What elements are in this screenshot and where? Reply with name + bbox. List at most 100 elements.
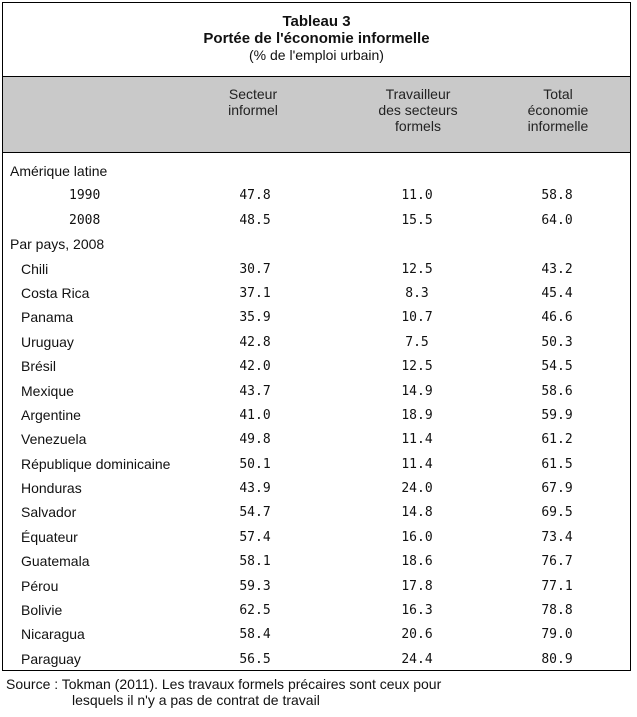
value-cell-v1: 54.7 xyxy=(239,505,271,521)
value-cell-v3: 46.6 xyxy=(541,310,573,326)
source-line-1: Source : Tokman (2011). Les travaux form… xyxy=(6,676,442,692)
value-cell-v1: 56.5 xyxy=(239,651,271,667)
row-label: Argentine xyxy=(21,406,81,423)
row-label: Chili xyxy=(21,260,49,277)
value-cell-v2: 12.5 xyxy=(401,359,433,375)
table-row: Salvador 54.7 14.8 69.5 xyxy=(3,500,630,524)
value-cell-v3: 67.9 xyxy=(541,481,573,497)
table-row: Bolivie 62.5 16.3 78.8 xyxy=(3,598,630,622)
row-label: 2008 xyxy=(69,212,101,228)
value-cell-v3: 64.0 xyxy=(541,212,573,228)
column-header-line: informelle xyxy=(527,118,589,134)
table-row: République dominicaine 50.1 11.4 61.5 xyxy=(3,452,630,476)
row-label: 1990 xyxy=(69,188,101,204)
column-header-travailleur-formels: Travailleur des secteurs formels xyxy=(348,86,488,134)
row-label: Nicaragua xyxy=(21,626,85,643)
value-cell-v3: 54.5 xyxy=(541,359,573,375)
value-cell-v1: 59.3 xyxy=(239,578,271,594)
table-row: Argentine 41.0 18.9 59.9 xyxy=(3,403,630,427)
value-cell-v2: 11.0 xyxy=(401,188,433,204)
row-label: Salvador xyxy=(21,504,77,521)
value-cell-v3: 58.8 xyxy=(541,188,573,204)
value-cell-v1: 50.1 xyxy=(239,456,271,472)
column-header-total: Total économie informelle xyxy=(503,86,613,134)
group-header-row: Amérique latine xyxy=(3,159,630,183)
table-row: Honduras 43.9 24.0 67.9 xyxy=(3,476,630,500)
column-header-line: Total xyxy=(543,86,573,102)
row-label: Mexique xyxy=(21,382,74,399)
value-cell-v2: 15.5 xyxy=(401,212,433,228)
value-cell-v2: 12.5 xyxy=(401,261,433,277)
value-cell-v1: 49.8 xyxy=(239,432,271,448)
row-label: Équateur xyxy=(21,528,78,545)
value-cell-v1: 57.4 xyxy=(239,529,271,545)
source-line-2: lesquels il n'y a pas de contrat de trav… xyxy=(72,692,320,708)
row-label: Honduras xyxy=(21,480,82,497)
source-note: Source : Tokman (2011). Les travaux form… xyxy=(6,676,606,708)
row-label: Uruguay xyxy=(21,333,74,350)
value-cell-v1: 47.8 xyxy=(239,188,271,204)
column-header-line: des secteurs xyxy=(378,102,458,118)
value-cell-v2: 8.3 xyxy=(405,285,429,301)
column-header-line: Secteur xyxy=(228,86,278,102)
value-cell-v3: 61.5 xyxy=(541,456,573,472)
value-cell-v2: 16.0 xyxy=(401,529,433,545)
value-cell-v3: 58.6 xyxy=(541,383,573,399)
value-cell-v1: 58.1 xyxy=(239,554,271,570)
table-row: 1990 47.8 11.0 58.8 xyxy=(3,183,630,207)
table-row: Panama 35.9 10.7 46.6 xyxy=(3,305,630,329)
column-header-line: Travailleur xyxy=(385,86,451,102)
row-label: Paraguay xyxy=(21,650,81,667)
row-label: République dominicaine xyxy=(21,455,171,472)
table-subtitle: Portée de l'économie informelle xyxy=(203,30,430,47)
table-row: Pérou 59.3 17.8 77.1 xyxy=(3,574,630,598)
table-row: Équateur 57.4 16.0 73.4 xyxy=(3,525,630,549)
row-label: Brésil xyxy=(21,358,57,375)
table-row: Costa Rica 37.1 8.3 45.4 xyxy=(3,281,630,305)
value-cell-v3: 77.1 xyxy=(541,578,573,594)
value-cell-v2: 10.7 xyxy=(401,310,433,326)
value-cell-v2: 18.9 xyxy=(401,407,433,423)
value-cell-v3: 59.9 xyxy=(541,407,573,423)
row-label: Venezuela xyxy=(21,431,87,448)
value-cell-v3: 69.5 xyxy=(541,505,573,521)
value-cell-v1: 62.5 xyxy=(239,603,271,619)
table-body: Amérique latine 1990 47.8 11.0 58.8 2008 48.5… xyxy=(3,159,630,670)
value-cell-v3: 79.0 xyxy=(541,627,573,643)
column-header-line: informel xyxy=(228,102,278,118)
value-cell-v3: 73.4 xyxy=(541,529,573,545)
value-cell-v2: 14.8 xyxy=(401,505,433,521)
value-cell-v3: 50.3 xyxy=(541,334,573,350)
value-cell-v3: 80.9 xyxy=(541,651,573,667)
table-row: Paraguay 56.5 24.4 80.9 xyxy=(3,647,630,670)
value-cell-v1: 37.1 xyxy=(239,285,271,301)
data-table: Tableau 3 Portée de l'économie informell… xyxy=(2,2,631,671)
value-cell-v3: 61.2 xyxy=(541,432,573,448)
value-cell-v2: 7.5 xyxy=(405,334,429,350)
country-rows: Chili 30.7 12.5 43.2 Costa Rica 37.1 8.3 45.4 Pa… xyxy=(3,257,630,670)
row-label: Costa Rica xyxy=(21,284,90,301)
column-header-line: économie xyxy=(527,102,589,118)
table-row: Mexique 43.7 14.9 58.6 xyxy=(3,379,630,403)
value-cell-v1: 43.7 xyxy=(239,383,271,399)
column-header-line: formels xyxy=(395,118,441,134)
group-label-latam: Amérique latine xyxy=(10,163,108,179)
value-cell-v1: 48.5 xyxy=(239,212,271,228)
value-cell-v2: 17.8 xyxy=(401,578,433,594)
value-cell-v2: 24.4 xyxy=(401,651,433,667)
value-cell-v1: 30.7 xyxy=(239,261,271,277)
value-cell-v2: 16.3 xyxy=(401,603,433,619)
row-label: Bolivie xyxy=(21,602,63,619)
value-cell-v3: 43.2 xyxy=(541,261,573,277)
column-header-secteur-informel: Secteur informel xyxy=(208,86,298,118)
column-header-row: Secteur informel Travailleur des secteur… xyxy=(3,77,630,153)
value-cell-v3: 78.8 xyxy=(541,603,573,619)
table-row: 2008 48.5 15.5 64.0 xyxy=(3,208,630,232)
value-cell-v1: 43.9 xyxy=(239,481,271,497)
table-row: Uruguay 42.8 7.5 50.3 xyxy=(3,330,630,354)
value-cell-v2: 24.0 xyxy=(401,481,433,497)
table-title: Tableau 3 xyxy=(282,13,351,30)
value-cell-v2: 14.9 xyxy=(401,383,433,399)
group-label-by-country: Par pays, 2008 xyxy=(10,236,105,253)
table-unit: (% de l'emploi urbain) xyxy=(249,47,384,63)
